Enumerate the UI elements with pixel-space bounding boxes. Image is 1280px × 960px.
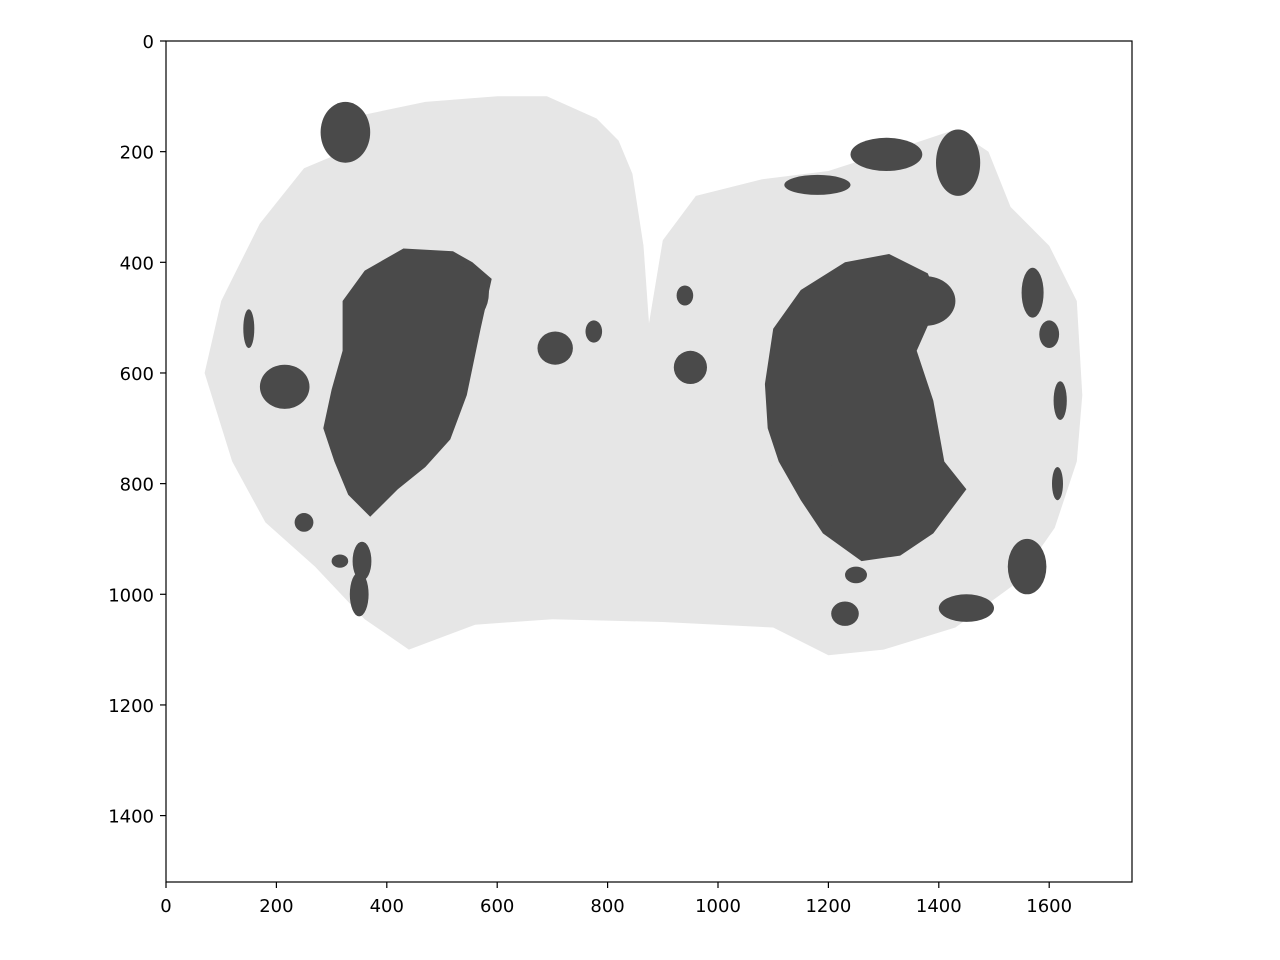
x-tick-label: 1600 [1026,896,1072,917]
x-tick-label: 200 [259,896,293,917]
lesion-region-3 [320,101,371,163]
lesion-region-27 [1053,381,1067,420]
lesion-region-23 [938,594,995,622]
lesion-region-17 [294,513,314,532]
y-tick-label: 1400 [108,807,154,828]
y-tick-label: 1200 [108,696,154,717]
y-tick-label: 1000 [108,585,154,606]
lesion-region-5 [259,364,310,409]
x-tick-label: 0 [160,896,171,917]
y-tick-label: 800 [120,475,154,496]
lesion-region-15 [352,541,372,581]
lesion-region-26 [243,309,255,349]
lesion-region-9 [894,276,956,326]
lesion-region-21 [850,137,923,171]
lesion-region-25 [1052,467,1063,501]
lesion-region-24 [585,320,603,343]
lesion-region-13 [845,566,867,584]
y-axis: 0 200 400 600 800 1000 1200 1400 [108,32,166,828]
y-tick-label: 200 [120,143,154,164]
x-tick-label: 1400 [916,896,962,917]
x-tick-label: 1200 [805,896,851,917]
lesion-region-16 [331,554,349,568]
y-tick-label: 0 [143,32,154,53]
mask-image [204,96,1083,656]
lesion-region-18 [1021,267,1044,318]
lesion-region-19 [1039,320,1060,349]
plot-frame [165,40,1133,883]
x-tick-label: 400 [370,896,404,917]
lesion-region-4 [936,129,981,196]
lesion-region-10 [673,350,708,384]
x-axis: 0 200 400 600 800 1000 1200 1400 1600 [160,882,1072,917]
x-tick-label: 1000 [695,896,741,917]
lesion-region-8 [805,464,846,515]
x-tick-label: 600 [480,896,514,917]
lesion-region-1 [323,248,492,517]
lesion-region-7 [537,331,573,365]
lesion-region-22 [784,174,851,195]
lesion-region-14 [349,572,369,617]
lesion-region-6 [450,265,489,321]
lesion-region-11 [676,285,694,306]
lesion-region-20 [1007,538,1047,595]
lesion-region-12 [831,601,859,626]
y-tick-label: 400 [120,253,154,274]
y-tick-label: 600 [120,364,154,385]
x-tick-label: 800 [590,896,624,917]
